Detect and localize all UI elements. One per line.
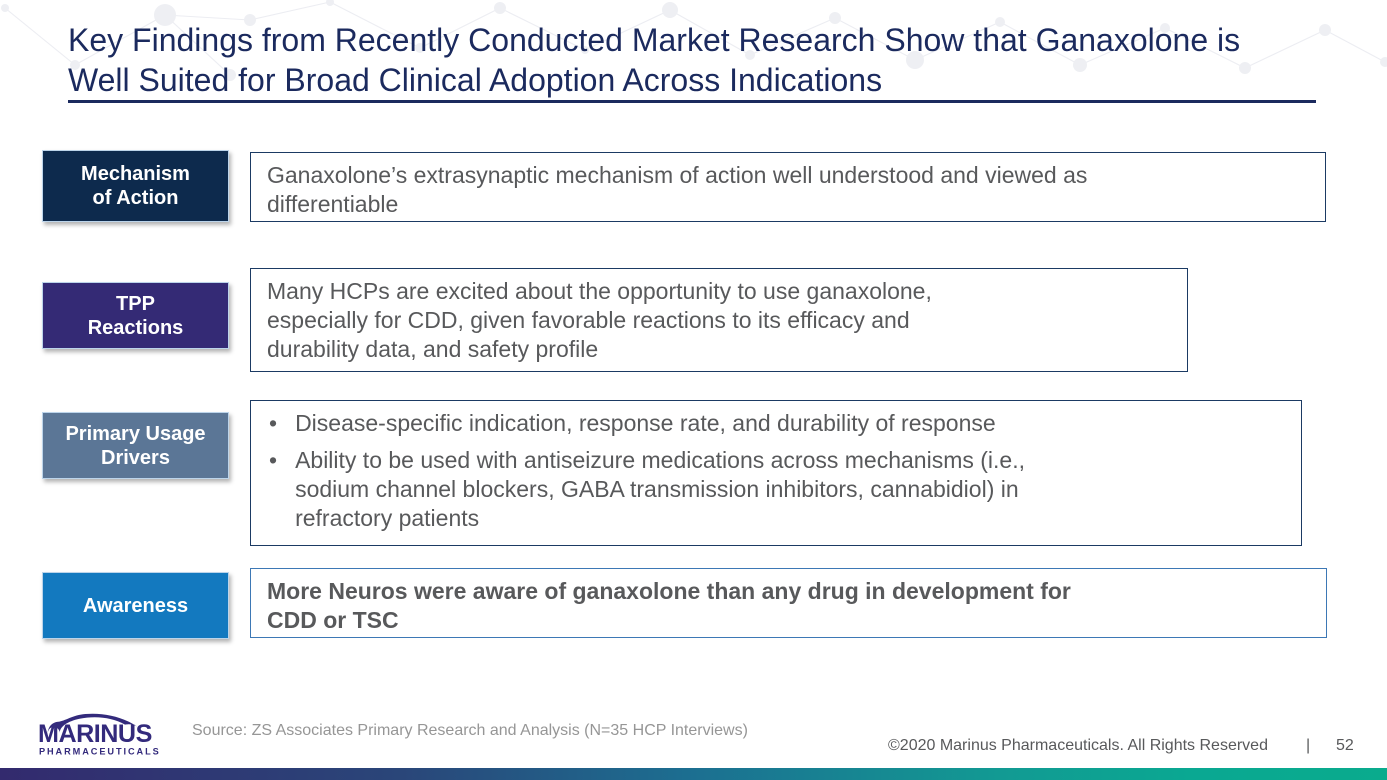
svg-text:PHARMACEUTICALS: PHARMACEUTICALS [39,747,161,757]
svg-text:MARINUS: MARINUS [38,720,152,748]
